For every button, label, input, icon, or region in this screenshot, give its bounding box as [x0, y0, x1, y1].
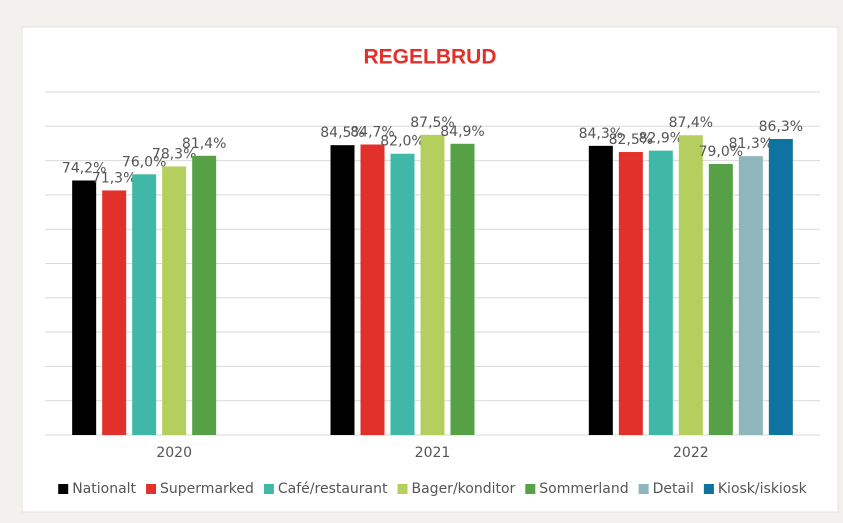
- legend-label: Café/restaurant: [278, 481, 388, 497]
- legend-swatch: [638, 484, 649, 494]
- bar: [360, 144, 385, 435]
- value-label: 84,7%: [350, 124, 394, 140]
- bar: [708, 164, 733, 435]
- legend-label: Sommerland: [539, 481, 628, 497]
- bar: [162, 166, 187, 435]
- bar: [390, 153, 415, 436]
- bar: [450, 143, 475, 435]
- value-label: 86,3%: [759, 119, 803, 135]
- bar: [72, 180, 97, 435]
- legend-label: Nationalt: [72, 481, 136, 497]
- value-label: 84,9%: [440, 124, 484, 140]
- value-label: 87,4%: [669, 115, 713, 131]
- value-label: 84,3%: [579, 126, 623, 142]
- value-label: 79,0%: [699, 144, 743, 160]
- bar: [420, 134, 445, 435]
- bar: [102, 190, 127, 435]
- x-tick-label: 2022: [673, 445, 709, 461]
- legend-swatch: [58, 484, 69, 494]
- chart-title: REGELBRUD: [363, 46, 496, 69]
- value-label: 82,5%: [609, 132, 653, 148]
- bar: [132, 174, 157, 435]
- legend-label: Bager/konditor: [412, 481, 516, 497]
- bar: [618, 152, 643, 435]
- value-label: 76,0%: [122, 154, 166, 170]
- value-label: 74,2%: [62, 160, 106, 176]
- value-label: 82,9%: [639, 131, 683, 147]
- bar: [768, 138, 793, 435]
- legend-swatch: [263, 484, 274, 494]
- value-label: 87,5%: [410, 115, 454, 131]
- value-label: 81,4%: [182, 136, 226, 152]
- legend-label: Supermarked: [160, 481, 254, 497]
- x-tick-label: 2021: [415, 445, 451, 461]
- legend-label: Detail: [653, 481, 694, 497]
- bar: [678, 135, 703, 435]
- value-label: 82,0%: [380, 134, 424, 150]
- value-label: 84,5%: [320, 125, 364, 141]
- value-label: 78,3%: [152, 146, 196, 162]
- legend-swatch: [703, 484, 714, 494]
- legend-swatch: [397, 484, 408, 494]
- value-label: 71,3%: [92, 170, 136, 186]
- legend-label: Kiosk/iskiosk: [718, 481, 808, 497]
- bar: [588, 145, 613, 435]
- x-tick-label: 2020: [156, 445, 192, 461]
- legend-swatch: [525, 484, 536, 494]
- bar: [648, 150, 673, 435]
- bar: [330, 145, 355, 436]
- legend-swatch: [146, 484, 157, 494]
- bar: [738, 156, 763, 436]
- value-label: 81,3%: [729, 136, 773, 152]
- bar: [192, 155, 217, 435]
